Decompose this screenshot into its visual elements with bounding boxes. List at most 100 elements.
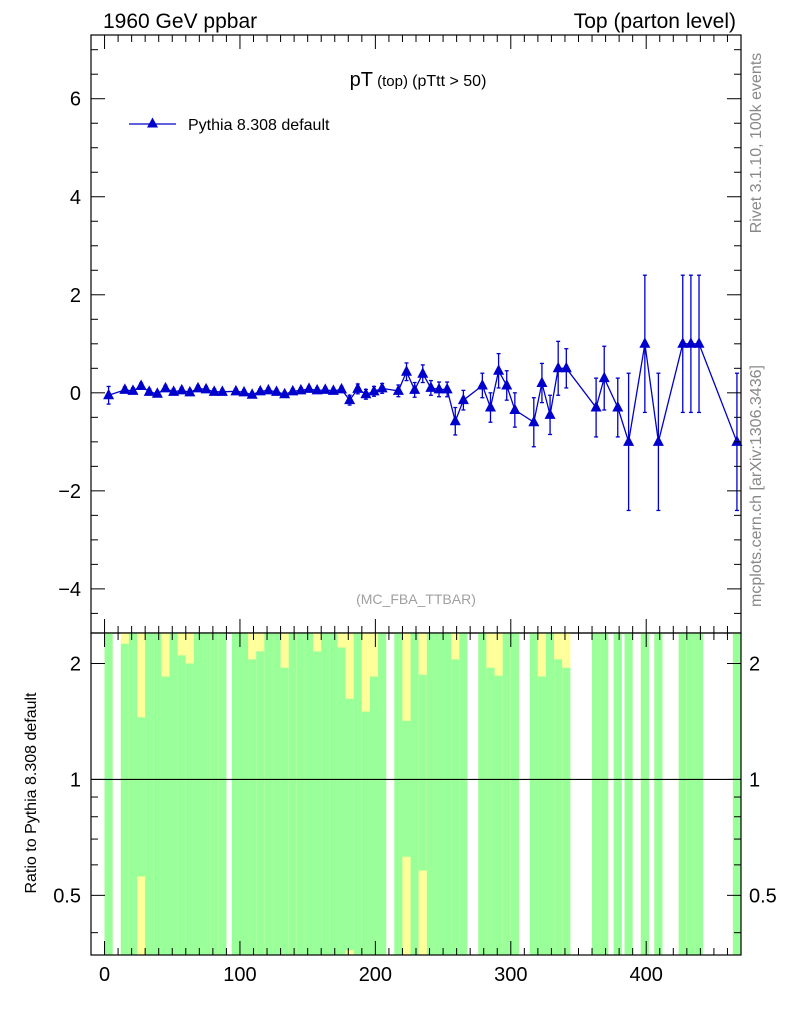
ratio-band-inner (546, 633, 555, 955)
data-point (652, 435, 664, 446)
ratio-bands-layer (104, 633, 741, 955)
data-point (368, 384, 380, 396)
ratio-band-inner (329, 633, 338, 955)
ratio-band-inner (529, 633, 538, 955)
data-point (731, 435, 743, 446)
ratio-band-inner (185, 663, 194, 955)
data-point (544, 408, 556, 419)
data-point (246, 388, 258, 399)
data-point (135, 379, 147, 390)
ratio-band-inner (418, 674, 427, 871)
data-point (319, 383, 331, 394)
data-point (623, 435, 635, 446)
ratio-ytick-label-left: 1 (70, 769, 81, 791)
data-point (401, 365, 413, 376)
data-point (685, 337, 697, 348)
ratio-band-inner (128, 633, 138, 955)
ratio-band-inner (554, 659, 563, 955)
data-point (238, 385, 250, 397)
data-point (311, 383, 323, 395)
data-point (208, 385, 220, 396)
data-point (677, 337, 689, 348)
data-point (552, 361, 564, 373)
ratio-band-inner (486, 667, 495, 955)
ratio-band-inner (321, 633, 330, 955)
ratio-band-inner (169, 633, 178, 955)
ratio-band-inner (272, 633, 281, 955)
ratio-xtick-label: 0 (99, 964, 110, 986)
ratio-band-inner (296, 633, 305, 955)
data-point (476, 378, 488, 390)
data-point (336, 382, 348, 394)
data-point (344, 393, 356, 405)
mcplots-label: mcplots.cern.ch [arXiv:1306.3436] (748, 365, 765, 607)
ratio-ytick-label-left: 2 (70, 653, 81, 675)
ratio-band-inner (686, 633, 695, 955)
plot-title-main: pT (350, 69, 373, 91)
ratio-band-inner (378, 633, 387, 955)
ratio-band-inner (161, 676, 170, 955)
data-point (184, 385, 196, 397)
ratio-band-inner (264, 633, 273, 955)
main-ticks-layer: −4 −2 0 2 4 6 (58, 35, 742, 633)
data-point (360, 387, 372, 399)
data-point (254, 384, 266, 396)
data-point (103, 388, 115, 400)
main-series-layer (103, 274, 743, 512)
ratio-band-inner (104, 633, 113, 955)
data-point (352, 382, 364, 393)
data-point (159, 381, 171, 393)
ratio-band-inner (640, 633, 649, 955)
data-point (392, 384, 404, 395)
ratio-band-inner (592, 633, 601, 955)
ratio-band-inner (678, 633, 687, 955)
main-ytick-label: −4 (58, 579, 81, 601)
ratio-band-inner (280, 667, 289, 955)
ratio-band-inner (256, 651, 265, 955)
data-point (409, 383, 421, 394)
ratio-ytick-label-left: 0.5 (53, 885, 81, 907)
data-point (598, 371, 610, 383)
ratio-band-inner (443, 633, 452, 955)
main-ytick-label: 6 (70, 89, 81, 111)
data-point (287, 384, 299, 396)
ratio-band-inner (624, 633, 633, 955)
ratio-band-inner (304, 633, 314, 955)
ratio-band-inner (600, 633, 609, 955)
legend-marker (147, 117, 158, 128)
ratio-xtick-label: 400 (630, 964, 663, 986)
data-point (493, 364, 505, 375)
ratio-band-inner (337, 647, 346, 955)
main-ytick-label: 0 (70, 383, 81, 405)
ratio-ytick-label-right: 1 (749, 769, 760, 791)
ratio-band-inner (426, 633, 435, 955)
ratio-ylabel: Ratio to Pythia 8.308 default (23, 692, 40, 894)
ratio-panel: 0.5 0.5 1 1 2 2 0 100 200 300 400 Ratio to Pythia … (23, 632, 777, 986)
ratio-band-inner (434, 633, 444, 955)
main-ytick-label: −2 (58, 481, 81, 503)
ratio-xtick-label: 100 (223, 964, 256, 986)
ratio-band-inner (239, 633, 249, 955)
data-point (262, 383, 274, 395)
data-point (425, 381, 437, 392)
data-point (119, 383, 131, 394)
plot-title-sub2: (pTtt > 50) (412, 73, 486, 90)
ratio-band-inner (459, 633, 468, 955)
data-point (590, 401, 602, 412)
ratio-band-inner (478, 633, 487, 955)
data-point (151, 387, 163, 398)
ratio-band-inner (313, 651, 322, 955)
ratio-band-inner (410, 633, 419, 955)
plot-title: pT (top) (pTtt > 50) (350, 69, 487, 91)
header-right: Top (parton level) (574, 10, 736, 33)
ratio-band-inner (510, 633, 519, 955)
ratio-band-inner (494, 675, 503, 955)
data-point (639, 337, 651, 348)
ratio-band-inner (402, 720, 411, 857)
ratio-band-inner (145, 633, 154, 955)
ratio-band-inner (732, 633, 741, 955)
data-point (168, 385, 180, 396)
plot-title-sub1: (top) (373, 73, 412, 90)
ratio-ytick-label-right: 2 (749, 653, 760, 675)
data-point (143, 385, 155, 396)
